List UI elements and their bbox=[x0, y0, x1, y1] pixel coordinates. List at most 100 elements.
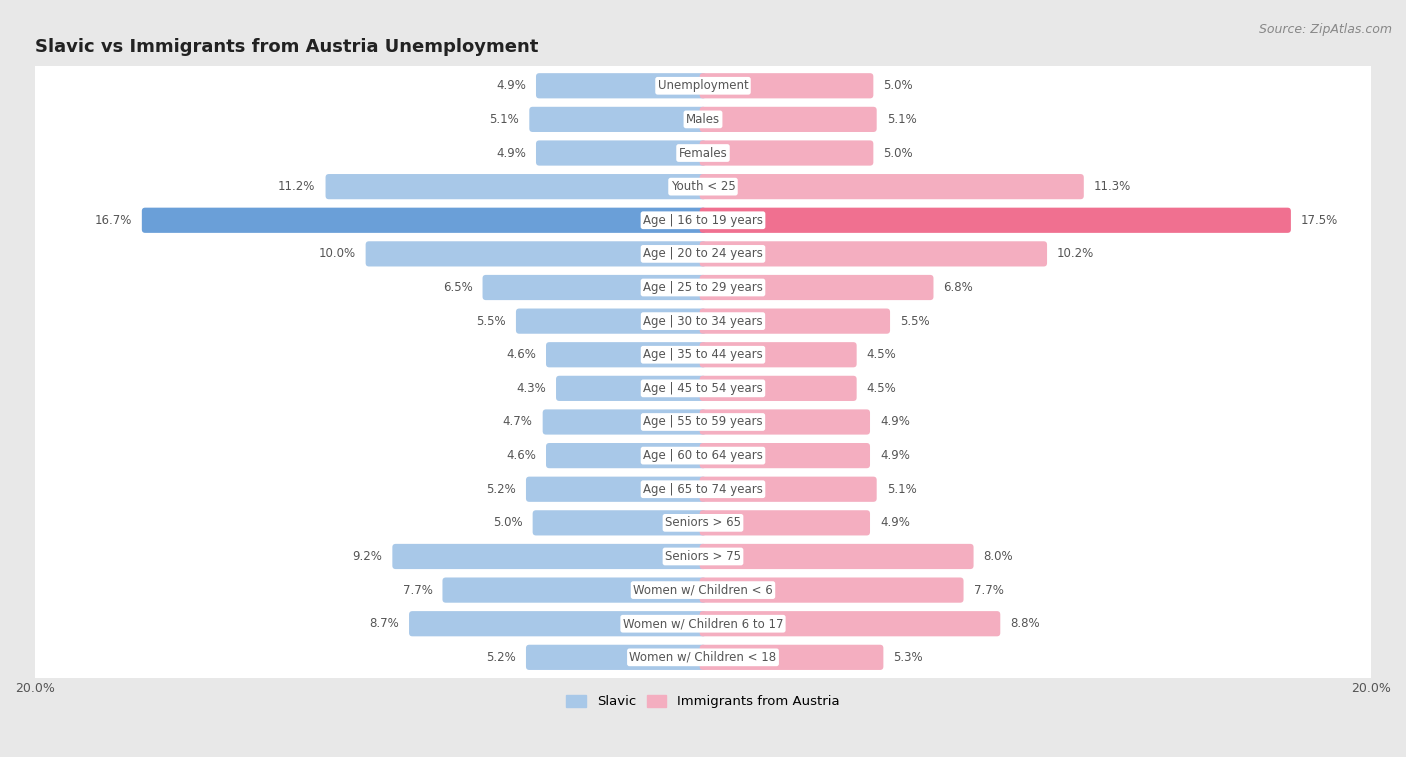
Text: 4.7%: 4.7% bbox=[503, 416, 533, 428]
FancyBboxPatch shape bbox=[28, 367, 1378, 410]
FancyBboxPatch shape bbox=[700, 375, 856, 401]
Text: Age | 25 to 29 years: Age | 25 to 29 years bbox=[643, 281, 763, 294]
FancyBboxPatch shape bbox=[326, 174, 706, 199]
FancyBboxPatch shape bbox=[700, 342, 856, 367]
FancyBboxPatch shape bbox=[700, 174, 1084, 199]
FancyBboxPatch shape bbox=[700, 207, 1291, 233]
Text: 11.2%: 11.2% bbox=[278, 180, 315, 193]
Text: 5.2%: 5.2% bbox=[486, 651, 516, 664]
Text: 5.1%: 5.1% bbox=[887, 483, 917, 496]
Text: 8.0%: 8.0% bbox=[984, 550, 1014, 563]
Text: Age | 60 to 64 years: Age | 60 to 64 years bbox=[643, 449, 763, 462]
FancyBboxPatch shape bbox=[28, 166, 1378, 207]
Text: 9.2%: 9.2% bbox=[353, 550, 382, 563]
Text: 11.3%: 11.3% bbox=[1094, 180, 1130, 193]
FancyBboxPatch shape bbox=[482, 275, 706, 300]
FancyBboxPatch shape bbox=[28, 536, 1378, 578]
FancyBboxPatch shape bbox=[700, 410, 870, 435]
Text: Slavic vs Immigrants from Austria Unemployment: Slavic vs Immigrants from Austria Unempl… bbox=[35, 38, 538, 56]
Text: 4.9%: 4.9% bbox=[496, 147, 526, 160]
FancyBboxPatch shape bbox=[529, 107, 706, 132]
Text: 5.3%: 5.3% bbox=[893, 651, 922, 664]
Text: 8.7%: 8.7% bbox=[370, 617, 399, 631]
FancyBboxPatch shape bbox=[700, 140, 873, 166]
FancyBboxPatch shape bbox=[546, 342, 706, 367]
FancyBboxPatch shape bbox=[700, 275, 934, 300]
Text: 5.2%: 5.2% bbox=[486, 483, 516, 496]
Text: 4.3%: 4.3% bbox=[516, 382, 546, 395]
FancyBboxPatch shape bbox=[526, 477, 706, 502]
FancyBboxPatch shape bbox=[700, 578, 963, 603]
Text: Age | 20 to 24 years: Age | 20 to 24 years bbox=[643, 248, 763, 260]
Text: 6.5%: 6.5% bbox=[443, 281, 472, 294]
FancyBboxPatch shape bbox=[533, 510, 706, 535]
FancyBboxPatch shape bbox=[28, 603, 1378, 644]
Text: 4.5%: 4.5% bbox=[866, 348, 897, 361]
FancyBboxPatch shape bbox=[28, 301, 1378, 342]
Text: Seniors > 65: Seniors > 65 bbox=[665, 516, 741, 529]
FancyBboxPatch shape bbox=[28, 502, 1378, 544]
Text: Age | 45 to 54 years: Age | 45 to 54 years bbox=[643, 382, 763, 395]
Text: 5.0%: 5.0% bbox=[494, 516, 523, 529]
Text: 7.7%: 7.7% bbox=[402, 584, 433, 597]
Text: Males: Males bbox=[686, 113, 720, 126]
FancyBboxPatch shape bbox=[536, 73, 706, 98]
FancyBboxPatch shape bbox=[28, 98, 1378, 140]
Text: 5.1%: 5.1% bbox=[887, 113, 917, 126]
Text: 4.9%: 4.9% bbox=[880, 416, 910, 428]
Text: 5.5%: 5.5% bbox=[477, 315, 506, 328]
Text: Source: ZipAtlas.com: Source: ZipAtlas.com bbox=[1258, 23, 1392, 36]
Text: Unemployment: Unemployment bbox=[658, 79, 748, 92]
Text: 4.6%: 4.6% bbox=[506, 449, 536, 462]
Text: 5.0%: 5.0% bbox=[883, 79, 912, 92]
FancyBboxPatch shape bbox=[700, 73, 873, 98]
FancyBboxPatch shape bbox=[700, 611, 1000, 637]
FancyBboxPatch shape bbox=[28, 435, 1378, 476]
FancyBboxPatch shape bbox=[392, 544, 706, 569]
FancyBboxPatch shape bbox=[443, 578, 706, 603]
Text: 10.0%: 10.0% bbox=[319, 248, 356, 260]
Text: 16.7%: 16.7% bbox=[94, 213, 132, 227]
FancyBboxPatch shape bbox=[28, 199, 1378, 241]
Text: Age | 30 to 34 years: Age | 30 to 34 years bbox=[643, 315, 763, 328]
FancyBboxPatch shape bbox=[700, 544, 973, 569]
FancyBboxPatch shape bbox=[543, 410, 706, 435]
Text: Age | 65 to 74 years: Age | 65 to 74 years bbox=[643, 483, 763, 496]
Text: 4.5%: 4.5% bbox=[866, 382, 897, 395]
Text: 4.9%: 4.9% bbox=[496, 79, 526, 92]
FancyBboxPatch shape bbox=[28, 469, 1378, 510]
Text: 5.5%: 5.5% bbox=[900, 315, 929, 328]
FancyBboxPatch shape bbox=[28, 65, 1378, 107]
Text: 10.2%: 10.2% bbox=[1057, 248, 1094, 260]
FancyBboxPatch shape bbox=[28, 132, 1378, 174]
FancyBboxPatch shape bbox=[28, 233, 1378, 275]
FancyBboxPatch shape bbox=[700, 477, 877, 502]
FancyBboxPatch shape bbox=[700, 241, 1047, 266]
FancyBboxPatch shape bbox=[700, 645, 883, 670]
Text: Women w/ Children 6 to 17: Women w/ Children 6 to 17 bbox=[623, 617, 783, 631]
FancyBboxPatch shape bbox=[700, 309, 890, 334]
Text: 8.8%: 8.8% bbox=[1011, 617, 1040, 631]
Text: 4.9%: 4.9% bbox=[880, 449, 910, 462]
FancyBboxPatch shape bbox=[700, 510, 870, 535]
FancyBboxPatch shape bbox=[28, 334, 1378, 375]
FancyBboxPatch shape bbox=[516, 309, 706, 334]
FancyBboxPatch shape bbox=[526, 645, 706, 670]
FancyBboxPatch shape bbox=[555, 375, 706, 401]
FancyBboxPatch shape bbox=[546, 443, 706, 469]
FancyBboxPatch shape bbox=[28, 266, 1378, 308]
Text: Females: Females bbox=[679, 147, 727, 160]
Text: 6.8%: 6.8% bbox=[943, 281, 973, 294]
FancyBboxPatch shape bbox=[700, 107, 877, 132]
FancyBboxPatch shape bbox=[536, 140, 706, 166]
Legend: Slavic, Immigrants from Austria: Slavic, Immigrants from Austria bbox=[561, 690, 845, 714]
FancyBboxPatch shape bbox=[28, 401, 1378, 443]
Text: Youth < 25: Youth < 25 bbox=[671, 180, 735, 193]
Text: 5.0%: 5.0% bbox=[883, 147, 912, 160]
Text: 4.6%: 4.6% bbox=[506, 348, 536, 361]
Text: 4.9%: 4.9% bbox=[880, 516, 910, 529]
Text: 17.5%: 17.5% bbox=[1301, 213, 1339, 227]
FancyBboxPatch shape bbox=[142, 207, 706, 233]
Text: Women w/ Children < 6: Women w/ Children < 6 bbox=[633, 584, 773, 597]
FancyBboxPatch shape bbox=[409, 611, 706, 637]
